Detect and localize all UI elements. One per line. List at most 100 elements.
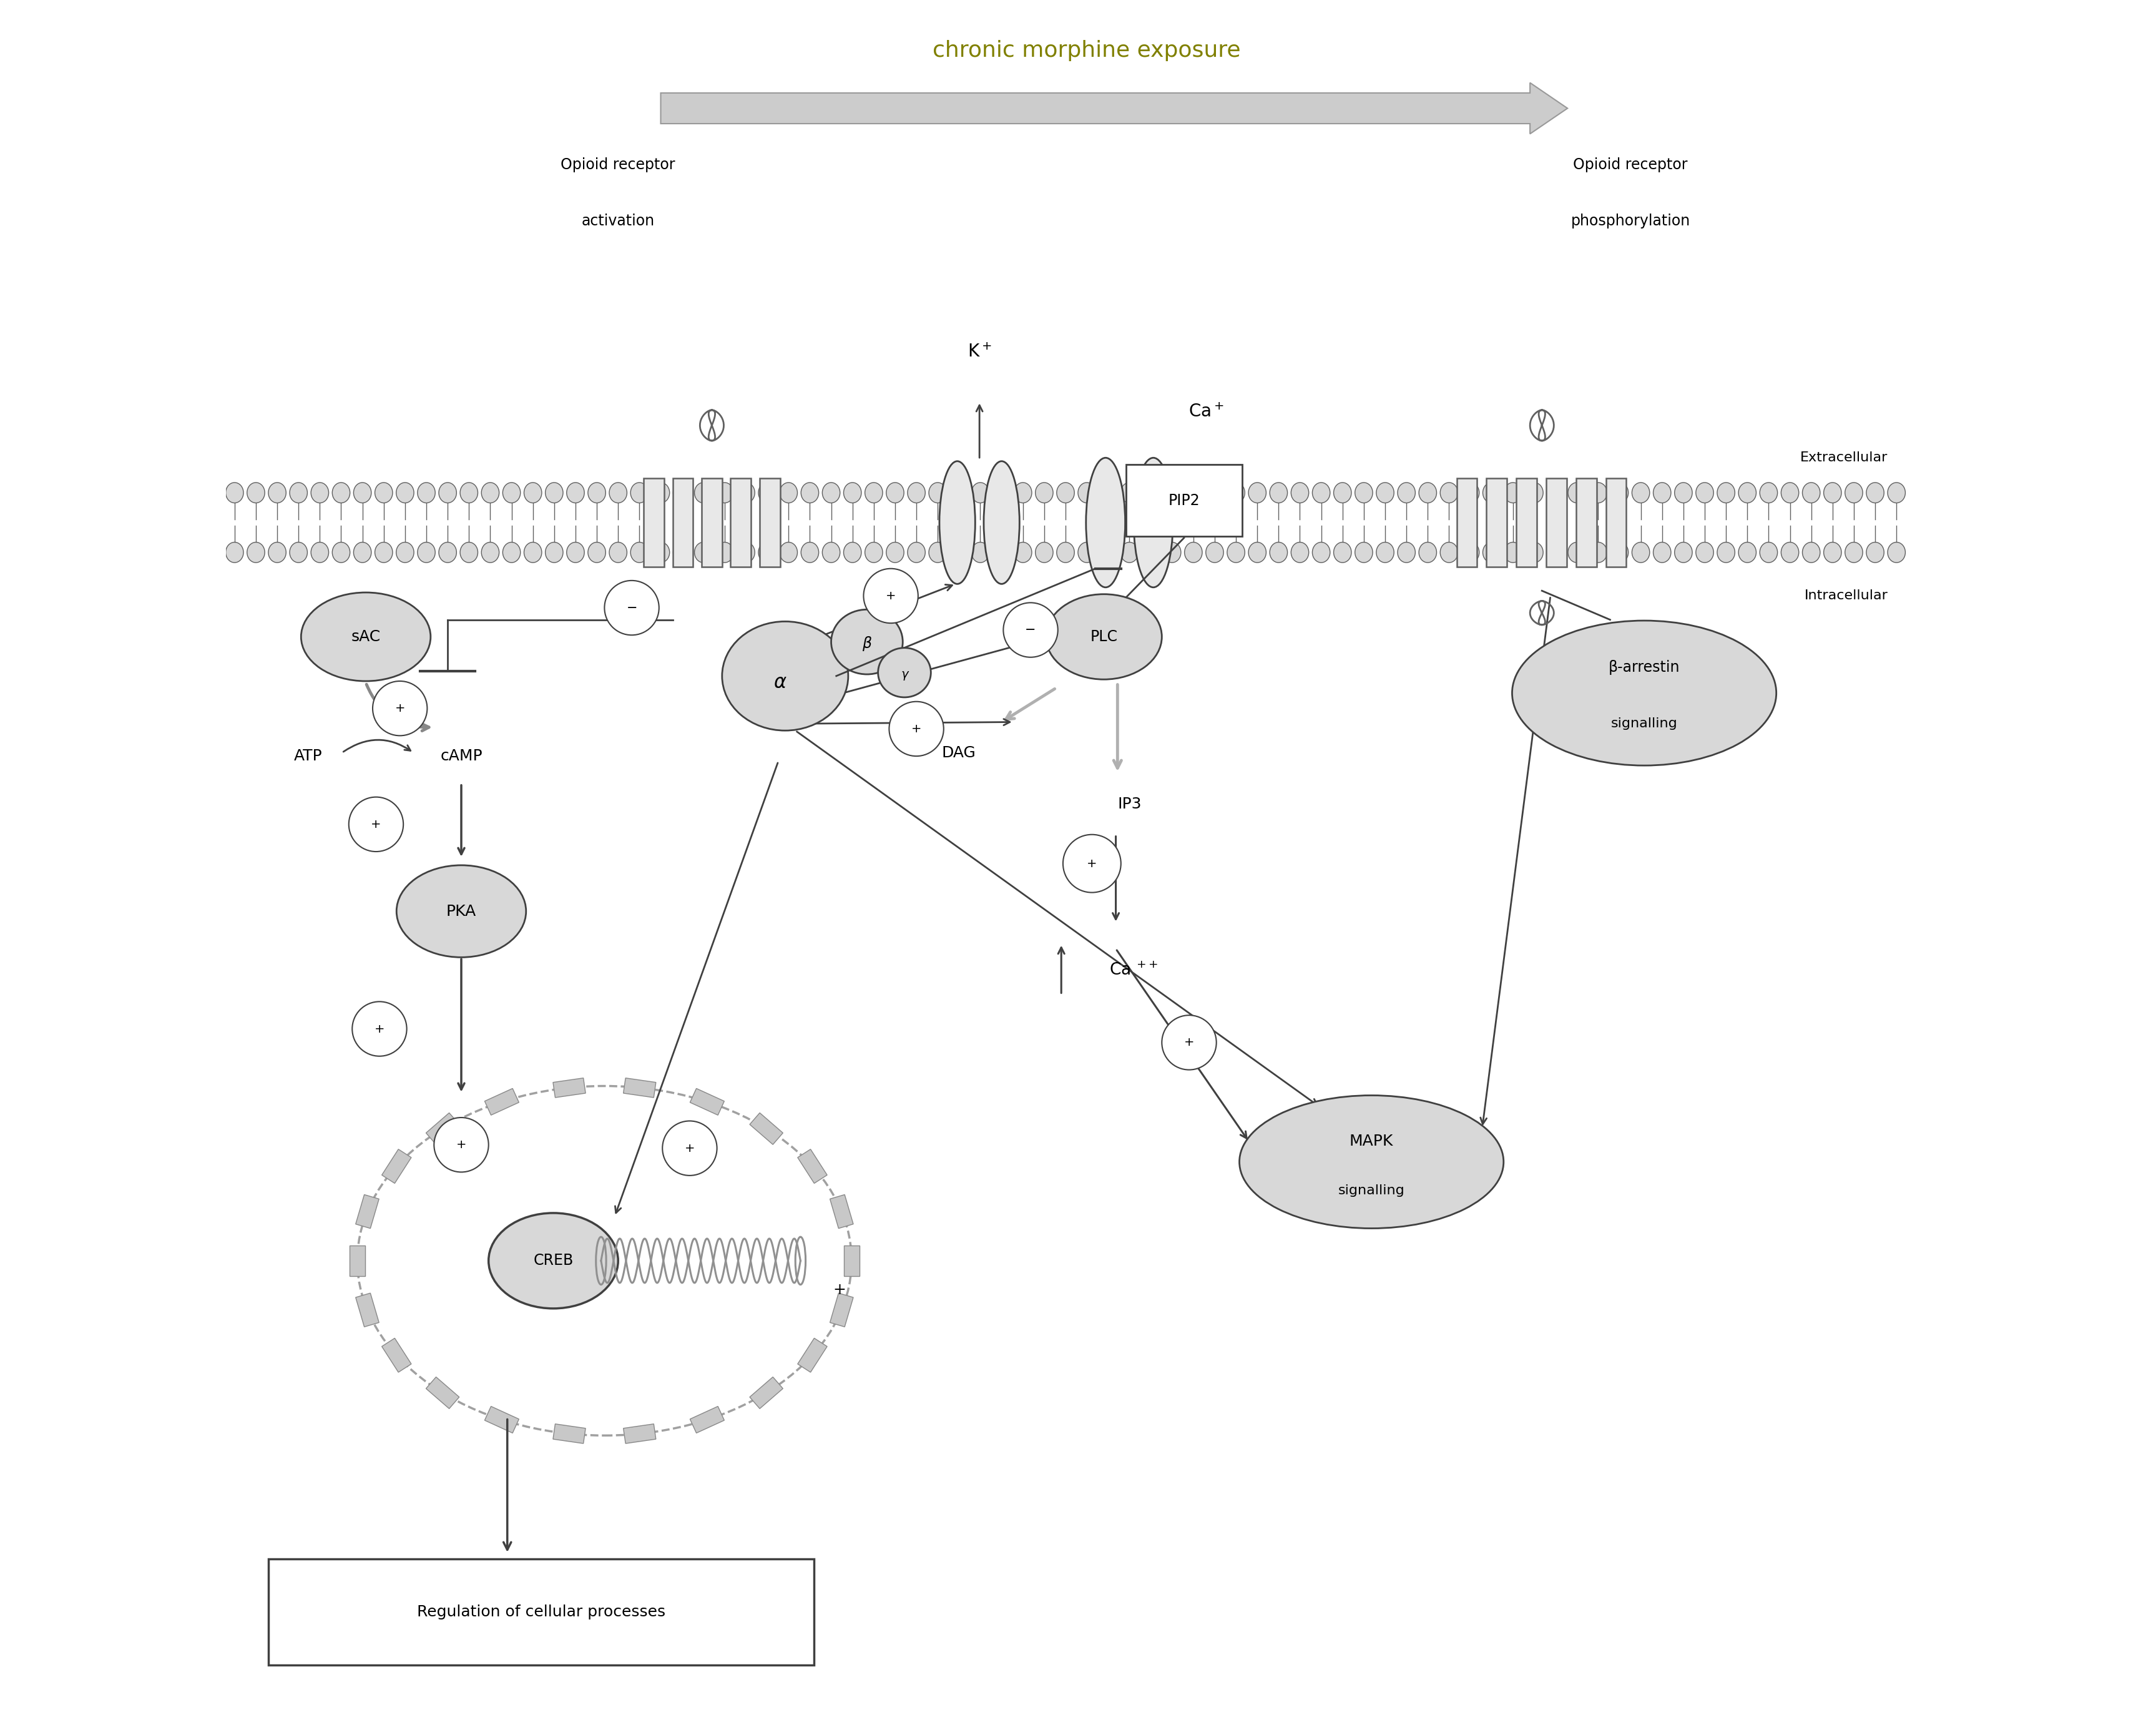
- Ellipse shape: [1397, 482, 1414, 503]
- Bar: [798, 1339, 828, 1371]
- Ellipse shape: [375, 542, 392, 563]
- Bar: [382, 1339, 412, 1371]
- Ellipse shape: [354, 542, 371, 563]
- Ellipse shape: [351, 1002, 407, 1057]
- Ellipse shape: [1121, 482, 1138, 503]
- Text: +: +: [912, 723, 921, 735]
- Ellipse shape: [1078, 542, 1095, 563]
- Text: sAC: sAC: [351, 629, 379, 645]
- Ellipse shape: [354, 482, 371, 503]
- Ellipse shape: [1503, 482, 1522, 503]
- Ellipse shape: [651, 542, 668, 563]
- Ellipse shape: [929, 482, 946, 503]
- Ellipse shape: [1673, 542, 1692, 563]
- Text: β-arrestin: β-arrestin: [1608, 660, 1680, 675]
- Ellipse shape: [1056, 482, 1074, 503]
- Ellipse shape: [1013, 542, 1031, 563]
- Ellipse shape: [737, 482, 755, 503]
- Ellipse shape: [481, 482, 498, 503]
- Ellipse shape: [1524, 542, 1544, 563]
- Ellipse shape: [780, 542, 798, 563]
- Ellipse shape: [1227, 482, 1244, 503]
- Ellipse shape: [970, 482, 990, 503]
- Ellipse shape: [1332, 482, 1352, 503]
- Ellipse shape: [722, 621, 847, 730]
- Bar: [690, 1089, 724, 1115]
- Ellipse shape: [1141, 482, 1160, 503]
- Ellipse shape: [888, 701, 944, 756]
- Ellipse shape: [716, 542, 733, 563]
- Ellipse shape: [438, 542, 457, 563]
- Ellipse shape: [1524, 482, 1544, 503]
- Bar: [798, 1149, 828, 1183]
- Ellipse shape: [1865, 482, 1884, 503]
- Ellipse shape: [1589, 542, 1606, 563]
- Text: Regulation of cellular processes: Regulation of cellular processes: [416, 1604, 666, 1619]
- Text: Extracellular: Extracellular: [1800, 451, 1886, 463]
- Ellipse shape: [433, 1118, 489, 1171]
- Ellipse shape: [524, 542, 541, 563]
- Ellipse shape: [1184, 542, 1201, 563]
- Ellipse shape: [1270, 542, 1287, 563]
- Bar: [552, 1077, 586, 1098]
- Ellipse shape: [589, 542, 606, 563]
- Bar: [690, 1406, 724, 1433]
- Ellipse shape: [310, 542, 328, 563]
- Ellipse shape: [1100, 542, 1117, 563]
- Ellipse shape: [1503, 542, 1522, 563]
- Ellipse shape: [567, 482, 584, 503]
- Ellipse shape: [1205, 482, 1222, 503]
- Bar: [750, 1377, 783, 1409]
- Ellipse shape: [1227, 542, 1244, 563]
- Ellipse shape: [1462, 482, 1479, 503]
- Ellipse shape: [1162, 1016, 1216, 1070]
- Ellipse shape: [821, 542, 841, 563]
- Ellipse shape: [459, 542, 479, 563]
- Ellipse shape: [673, 482, 690, 503]
- Ellipse shape: [830, 609, 903, 674]
- Ellipse shape: [1611, 542, 1628, 563]
- Text: +: +: [395, 703, 405, 715]
- Ellipse shape: [1248, 482, 1266, 503]
- Ellipse shape: [908, 542, 925, 563]
- Ellipse shape: [1397, 542, 1414, 563]
- Ellipse shape: [1802, 542, 1820, 563]
- Bar: [356, 1195, 379, 1228]
- Ellipse shape: [1483, 482, 1501, 503]
- Text: chronic morphine exposure: chronic morphine exposure: [934, 39, 1240, 62]
- Ellipse shape: [1035, 542, 1052, 563]
- Ellipse shape: [1419, 482, 1436, 503]
- Ellipse shape: [737, 542, 755, 563]
- Ellipse shape: [862, 569, 918, 622]
- FancyBboxPatch shape: [673, 479, 692, 568]
- Ellipse shape: [1134, 458, 1173, 587]
- Ellipse shape: [1846, 542, 1863, 563]
- Ellipse shape: [604, 580, 660, 634]
- Ellipse shape: [630, 542, 649, 563]
- Ellipse shape: [1013, 482, 1031, 503]
- Ellipse shape: [1291, 542, 1309, 563]
- Bar: [485, 1089, 520, 1115]
- Bar: [843, 1245, 858, 1276]
- Ellipse shape: [1511, 621, 1777, 766]
- Ellipse shape: [1354, 482, 1371, 503]
- Text: PIP2: PIP2: [1169, 492, 1199, 508]
- Text: DAG: DAG: [942, 746, 977, 761]
- Ellipse shape: [1589, 482, 1606, 503]
- Ellipse shape: [267, 542, 287, 563]
- Text: β: β: [862, 636, 871, 652]
- Ellipse shape: [1121, 542, 1138, 563]
- Ellipse shape: [1332, 542, 1352, 563]
- Ellipse shape: [1056, 542, 1074, 563]
- Ellipse shape: [951, 482, 968, 503]
- Ellipse shape: [970, 542, 990, 563]
- Ellipse shape: [332, 542, 349, 563]
- Bar: [382, 1149, 412, 1183]
- Text: signalling: signalling: [1337, 1185, 1404, 1197]
- Ellipse shape: [289, 482, 308, 503]
- Ellipse shape: [1063, 834, 1121, 893]
- Ellipse shape: [865, 482, 882, 503]
- FancyBboxPatch shape: [1455, 479, 1477, 568]
- Ellipse shape: [1886, 542, 1904, 563]
- Ellipse shape: [545, 542, 563, 563]
